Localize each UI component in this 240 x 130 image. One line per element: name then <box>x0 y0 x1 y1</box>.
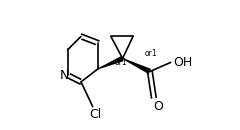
Text: N: N <box>60 69 69 82</box>
Text: Cl: Cl <box>89 108 102 121</box>
Text: or1: or1 <box>145 49 157 58</box>
Polygon shape <box>122 58 151 74</box>
Text: OH: OH <box>173 56 192 69</box>
Polygon shape <box>98 56 124 69</box>
Text: or1: or1 <box>115 58 127 67</box>
Text: O: O <box>153 100 163 113</box>
